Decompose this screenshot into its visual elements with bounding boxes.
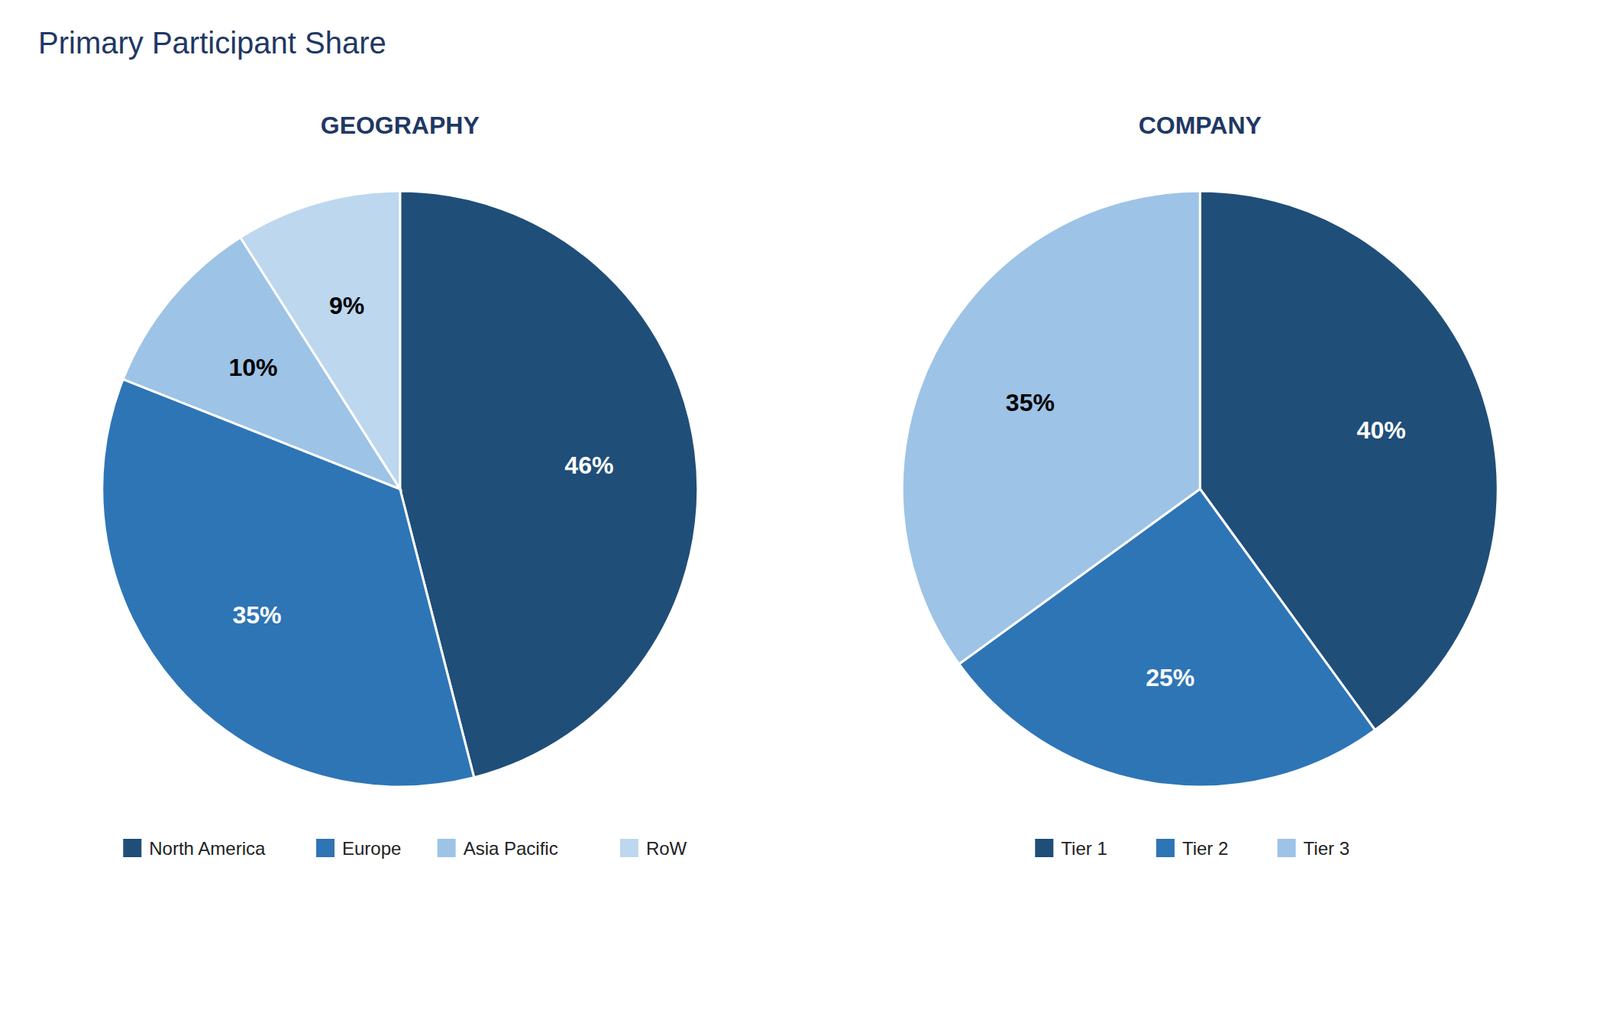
legend-item: Tier 1 <box>1034 837 1107 859</box>
legend-item: Europe <box>316 837 401 859</box>
data-labels: 40% 25% 35% <box>1005 388 1407 692</box>
chart-title: GEOGRAPHY <box>320 111 480 139</box>
legend-swatch <box>1277 838 1297 857</box>
chart-root: Primary Participant Share GEOGRAPHY 46% 35%… <box>0 0 1600 1026</box>
slices <box>901 190 1498 787</box>
legend-label: Europe <box>342 837 401 859</box>
data-label: 9% <box>329 291 365 320</box>
legend-swatch <box>316 838 335 857</box>
legend-item: Tier 2 <box>1156 837 1229 859</box>
legend-label: Tier 2 <box>1182 837 1229 859</box>
legend-swatch <box>122 838 142 857</box>
data-label: 10% <box>228 353 278 382</box>
pie-slice <box>240 190 401 489</box>
legend-swatch <box>620 838 639 857</box>
legend-label: RoW <box>646 837 688 859</box>
data-labels: 46% 35% 10% 9% <box>228 291 614 629</box>
legend-label: Asia Pacific <box>463 837 559 859</box>
slices <box>102 190 699 787</box>
legend-item: North America <box>122 837 266 859</box>
legend-swatch <box>1156 838 1175 857</box>
legend-item: RoW <box>620 837 688 859</box>
data-label: 46% <box>564 451 614 479</box>
legend-swatch <box>437 838 456 857</box>
legend-item: Tier 3 <box>1277 837 1350 859</box>
chart-title: COMPANY <box>1138 111 1262 139</box>
data-label: 25% <box>1145 663 1195 692</box>
legend: Tier 1 Tier 2 Tier 3 <box>1034 837 1350 859</box>
legend-item: Asia Pacific <box>437 837 559 859</box>
legend-label: Tier 3 <box>1303 837 1350 859</box>
data-label: 35% <box>232 601 282 629</box>
legend-label: Tier 1 <box>1060 837 1107 859</box>
pie-chart: GEOGRAPHY 46% 35% 10% 9% North America Europe A… <box>102 111 699 859</box>
data-label: 35% <box>1005 388 1055 417</box>
pie-slice <box>901 190 1200 664</box>
data-label: 40% <box>1357 416 1407 444</box>
figure-title: Primary Participant Share <box>38 25 387 60</box>
legend-label: North America <box>148 837 266 859</box>
legend: North America Europe Asia Pacific RoW <box>122 837 687 859</box>
pie-chart: COMPANY 40% 25% 35% Tier 1 Tier 2 Tier 3 <box>901 111 1498 859</box>
legend-swatch <box>1034 838 1054 857</box>
